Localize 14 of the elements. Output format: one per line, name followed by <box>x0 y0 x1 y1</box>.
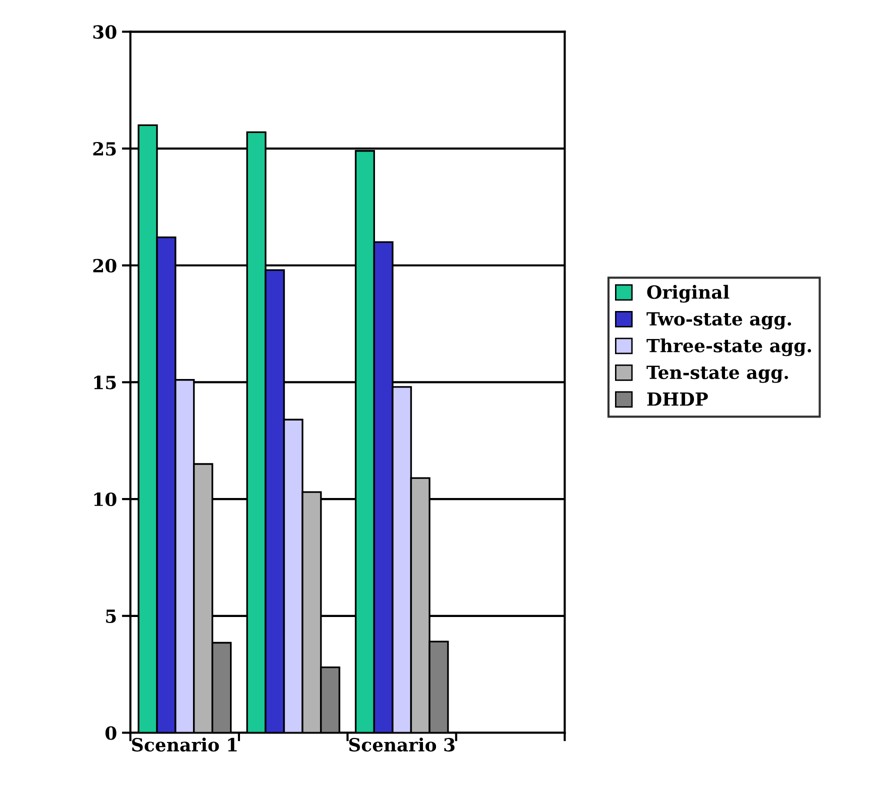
legend-label: Three-state agg. <box>646 338 812 356</box>
y-tick-label: 5 <box>106 610 116 624</box>
legend-label: DHDP <box>647 392 708 406</box>
legend-label: Two-state agg. <box>646 312 792 330</box>
y-tick-label: 0 <box>105 726 116 740</box>
y-tick-label: 20 <box>93 258 116 273</box>
legend-label: Original <box>647 284 730 303</box>
y-tick-label: 30 <box>93 25 116 39</box>
x-tick-label: Scenario 3 <box>349 738 454 752</box>
x-tick-label: Scenario 1 <box>132 738 237 752</box>
y-tick-label: 25 <box>93 142 116 156</box>
y-tick-label: 15 <box>94 376 116 390</box>
y-tick-label: 10 <box>94 492 116 506</box>
legend-label: Ten-state agg. <box>646 366 788 383</box>
